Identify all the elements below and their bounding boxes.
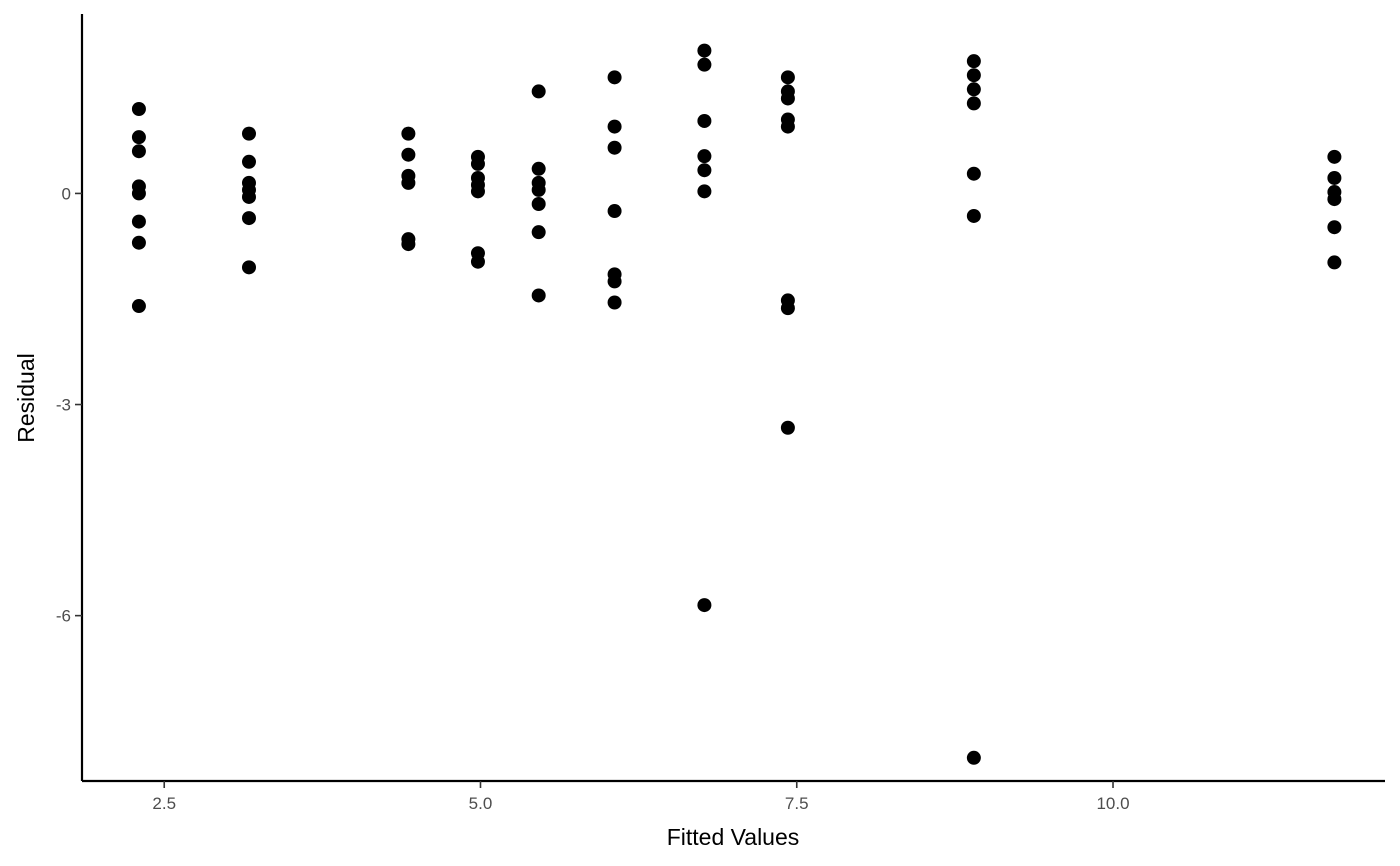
- data-point: [966, 96, 981, 111]
- data-point: [966, 208, 981, 223]
- data-point: [1327, 192, 1342, 207]
- data-point: [401, 237, 416, 252]
- y-tick-label: -3: [56, 396, 71, 415]
- data-point: [131, 101, 146, 116]
- data-point: [697, 43, 712, 58]
- data-point: [531, 225, 546, 240]
- y-axis-ticks: 0 -3 -6: [56, 184, 82, 626]
- x-axis-ticks: 2.5 5.0 7.5 10.0: [152, 781, 1130, 813]
- data-point: [531, 161, 546, 176]
- data-point: [966, 82, 981, 97]
- data-point: [241, 126, 256, 141]
- data-point: [780, 301, 795, 316]
- data-point: [470, 254, 485, 269]
- x-tick-label: 5.0: [469, 794, 493, 813]
- data-point: [697, 598, 712, 613]
- data-point: [697, 57, 712, 72]
- data-point: [241, 189, 256, 204]
- data-point: [131, 299, 146, 314]
- data-point: [697, 163, 712, 178]
- data-point: [470, 184, 485, 199]
- data-point: [131, 186, 146, 201]
- data-point: [470, 156, 485, 171]
- data-point: [780, 119, 795, 134]
- data-point: [131, 214, 146, 229]
- y-axis-title: Residual: [13, 353, 39, 443]
- data-point: [607, 140, 622, 155]
- data-point: [966, 54, 981, 69]
- data-point: [1327, 255, 1342, 270]
- data-point: [607, 204, 622, 219]
- data-point: [697, 113, 712, 128]
- points-layer: [131, 43, 1342, 765]
- x-axis-title: Fitted Values: [667, 824, 800, 850]
- data-point: [607, 119, 622, 134]
- data-point: [401, 175, 416, 190]
- data-point: [401, 126, 416, 141]
- data-point: [966, 166, 981, 181]
- data-point: [966, 68, 981, 83]
- data-point: [607, 70, 622, 85]
- data-point: [697, 184, 712, 199]
- data-point: [780, 91, 795, 106]
- data-point: [607, 274, 622, 289]
- data-point: [1327, 170, 1342, 185]
- data-point: [531, 182, 546, 197]
- x-tick-label: 2.5: [152, 794, 176, 813]
- data-point: [131, 130, 146, 145]
- data-point: [966, 750, 981, 765]
- data-point: [697, 149, 712, 164]
- data-point: [131, 235, 146, 250]
- y-tick-label: 0: [62, 184, 71, 203]
- data-point: [241, 211, 256, 226]
- data-point: [607, 295, 622, 310]
- data-point: [531, 84, 546, 99]
- data-point: [780, 70, 795, 85]
- data-point: [241, 260, 256, 275]
- x-tick-label: 7.5: [785, 794, 809, 813]
- data-point: [401, 147, 416, 162]
- data-point: [531, 196, 546, 211]
- data-point: [131, 144, 146, 159]
- data-point: [531, 288, 546, 303]
- x-tick-label: 10.0: [1096, 794, 1129, 813]
- data-point: [241, 154, 256, 169]
- data-point: [1327, 220, 1342, 235]
- y-tick-label: -6: [56, 607, 71, 626]
- data-point: [780, 420, 795, 435]
- data-point: [1327, 149, 1342, 164]
